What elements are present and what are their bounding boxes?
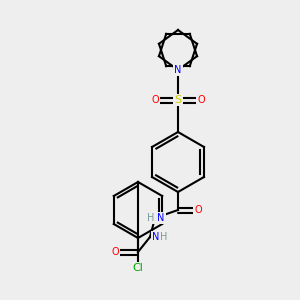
Text: N: N [152, 232, 160, 242]
Text: H: H [147, 213, 155, 223]
Text: S: S [174, 95, 182, 105]
Text: O: O [197, 95, 205, 105]
Text: N: N [174, 65, 182, 75]
Text: H: H [160, 232, 168, 242]
Text: O: O [111, 247, 119, 257]
Text: O: O [151, 95, 159, 105]
Text: O: O [194, 205, 202, 215]
Text: N: N [157, 213, 165, 223]
Text: Cl: Cl [133, 263, 143, 273]
